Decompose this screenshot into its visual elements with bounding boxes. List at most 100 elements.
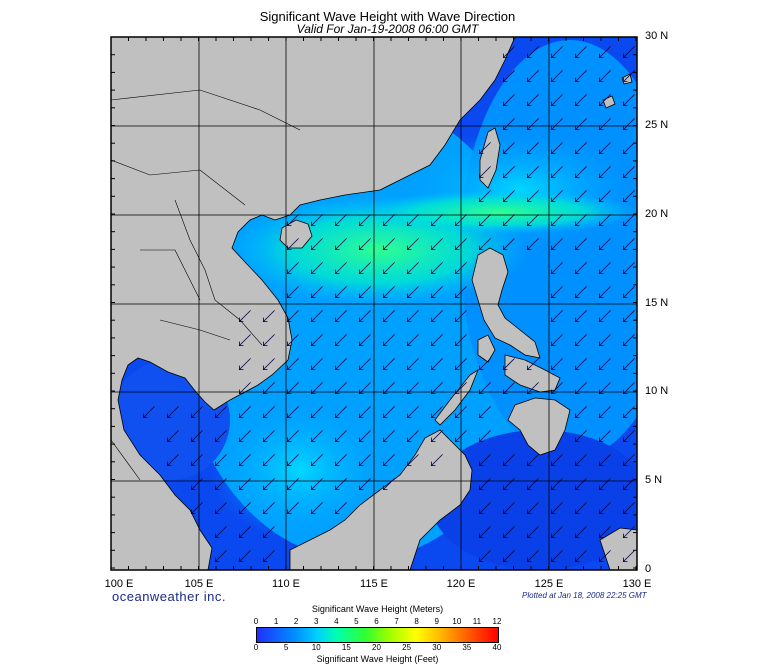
wave-arrow (527, 454, 539, 467)
wave-arrow (238, 334, 251, 347)
wave-arrow (358, 286, 371, 299)
wave-arrow (334, 454, 347, 467)
wave-arrow (599, 142, 611, 155)
wave-arrow (334, 382, 347, 395)
wave-arrow (623, 526, 635, 538)
wave-field-south (210, 400, 390, 540)
wave-arrow (310, 334, 323, 347)
wave-arrow (623, 262, 635, 275)
wave-arrow (623, 166, 635, 179)
wave-arrow (599, 166, 611, 179)
wave-arrow (454, 358, 467, 371)
wave-arrow (358, 478, 371, 491)
wave-arrow (430, 214, 443, 227)
colorbar-meters-tick: 7 (394, 617, 399, 626)
wave-arrow (599, 214, 611, 227)
wave-arrow (454, 382, 467, 395)
wave-arrow (406, 454, 419, 467)
wave-arrow (430, 358, 443, 371)
wave-arrow (214, 550, 227, 562)
longitude-label: 130 E (622, 578, 652, 590)
wave-arrow (527, 46, 539, 58)
wave-arrow (623, 358, 635, 371)
wave-arrow (575, 142, 587, 155)
wave-arrow (238, 358, 251, 371)
wave-arrow (623, 286, 635, 299)
wave-arrow (551, 526, 563, 538)
wave-arrow (551, 550, 563, 562)
wave-arrow (166, 430, 179, 443)
wave-arrow (551, 334, 563, 347)
wave-arrow (551, 478, 563, 491)
wave-arrow (575, 334, 587, 347)
wave-arrow (406, 406, 419, 419)
wave-arrow (190, 502, 203, 514)
wave-arrow (430, 286, 443, 299)
longitude-label: 125 E (534, 578, 564, 590)
wave-arrow (599, 454, 611, 467)
wave-arrow (310, 286, 323, 299)
wave-arrow (406, 358, 419, 371)
latitude-label: 30 N (645, 30, 669, 42)
wave-arrow (478, 190, 491, 203)
wave-arrow (478, 526, 491, 538)
wave-arrow (286, 334, 299, 347)
wave-arrow (623, 454, 635, 467)
wave-arrow (527, 118, 539, 131)
wave-arrow (478, 502, 491, 514)
latitude-label: 25 N (645, 119, 669, 131)
wave-arrow (214, 430, 227, 443)
wave-arrow (599, 334, 611, 347)
wave-arrow (382, 430, 395, 443)
wave-arrow (551, 142, 563, 155)
wave-arrow (575, 70, 587, 82)
wave-arrow (334, 286, 347, 299)
graticule (111, 37, 637, 570)
wave-arrow (575, 238, 587, 251)
wave-arrow (262, 358, 275, 371)
wave-arrow (334, 238, 347, 251)
wave-arrow (286, 502, 299, 514)
oceanweather-logo: oceanweather inc. (112, 589, 227, 604)
land (111, 37, 637, 570)
wave-arrow (262, 382, 275, 395)
frame-ticks (110, 36, 637, 570)
wave-arrow (166, 454, 179, 467)
colorbar-meters-tick: 0 (253, 617, 259, 626)
wave-arrow (527, 382, 539, 395)
wave-arrow (358, 310, 371, 323)
wave-arrow (478, 166, 491, 179)
wave-arrow (286, 358, 299, 371)
colorbar-feet-tick: 20 (372, 643, 381, 652)
wave-arrow (262, 502, 275, 514)
wave-arrow (334, 334, 347, 347)
wave-arrow (238, 526, 251, 538)
wave-arrow (478, 214, 491, 227)
borders (111, 89, 301, 481)
wave-arrow (286, 430, 299, 443)
wave-arrow (334, 262, 347, 275)
wave-arrow (527, 142, 539, 155)
hainan (279, 219, 313, 249)
wave-arrow (454, 214, 467, 227)
wave-arrow (214, 478, 227, 491)
colorbar-feet-tick: 25 (402, 643, 412, 652)
wave-arrow (575, 430, 587, 443)
asian-mainland (111, 37, 516, 570)
wave-arrow (310, 502, 323, 514)
wave-arrow (551, 286, 563, 299)
wave-arrow (166, 406, 179, 419)
wave-arrow (623, 118, 635, 131)
wave-arrow (430, 430, 443, 443)
wave-arrow (310, 358, 323, 371)
wave-arrow (262, 310, 275, 323)
colorbar-meters-tick: 8 (414, 617, 419, 626)
wave-arrow (478, 430, 491, 443)
latitude-label: 20 N (645, 208, 669, 220)
wave-arrow (551, 214, 563, 227)
colorbar-meters-tick: 1 (273, 617, 279, 626)
wave-arrow (623, 94, 635, 106)
colorbar-feet-title: Significant Wave Height (Feet) (316, 654, 439, 664)
wave-arrow (334, 214, 347, 227)
